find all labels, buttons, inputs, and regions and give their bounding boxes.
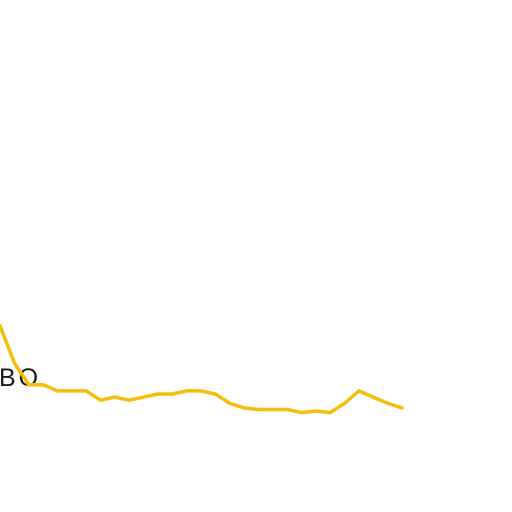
series-line bbox=[0, 324, 404, 415]
plot-area bbox=[0, 324, 404, 415]
